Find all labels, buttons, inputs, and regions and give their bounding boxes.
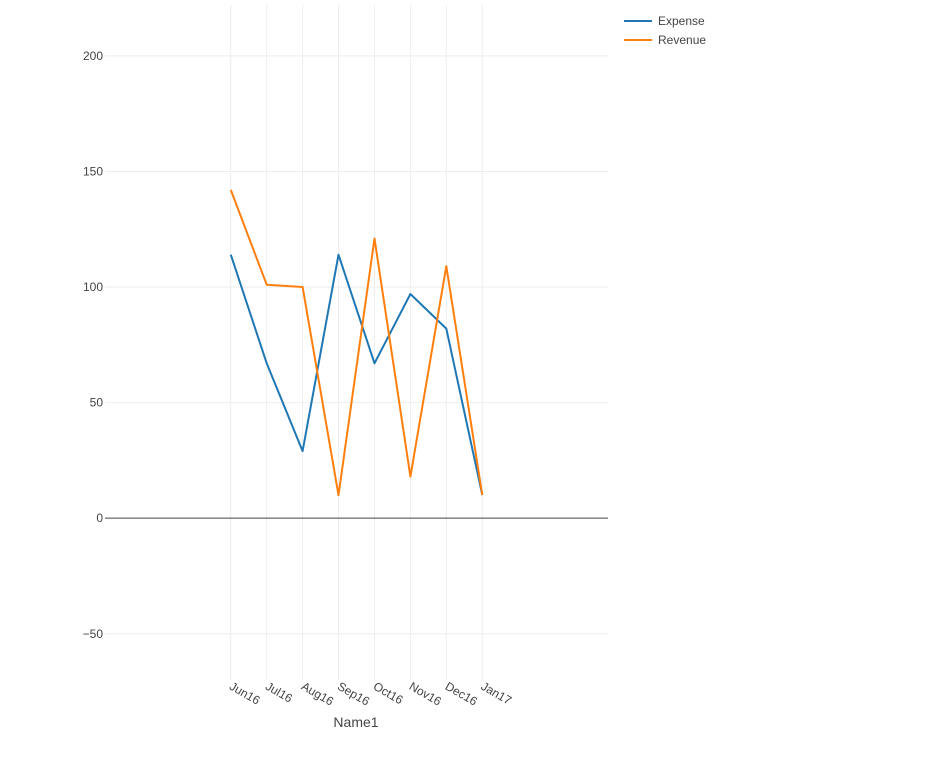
x-tick-label: Jan17 (479, 679, 515, 708)
grid-layer (105, 5, 608, 680)
y-tick-label: 100 (83, 280, 103, 294)
x-tick-label: Nov16 (407, 679, 444, 709)
legend-item-expense[interactable]: Expense (624, 14, 705, 28)
x-tick-label: Jul16 (263, 679, 295, 706)
legend-item-revenue[interactable]: Revenue (624, 33, 706, 47)
y-axis-ticks: −50 0 50 100 150 200 (83, 49, 104, 641)
y-tick-label: 50 (90, 396, 104, 410)
legend-label: Expense (658, 14, 705, 28)
y-tick-label: 200 (83, 49, 103, 63)
y-tick-label: 0 (96, 511, 103, 525)
x-tick-label: Jun16 (227, 679, 263, 708)
x-tick-label: Dec16 (443, 679, 480, 709)
series-layer (229, 189, 484, 497)
y-tick-label: −50 (83, 627, 104, 641)
x-tick-label: Sep16 (335, 679, 372, 709)
legend-label: Revenue (658, 33, 706, 47)
x-axis-title: Name1 (333, 714, 378, 730)
y-tick-label: 150 (83, 164, 103, 178)
series-line-expense[interactable] (229, 253, 484, 496)
x-tick-label: Aug16 (299, 679, 336, 709)
series-line-revenue[interactable] (229, 189, 484, 497)
legend[interactable]: Expense Revenue (624, 14, 706, 47)
x-tick-label: Oct16 (371, 679, 406, 707)
